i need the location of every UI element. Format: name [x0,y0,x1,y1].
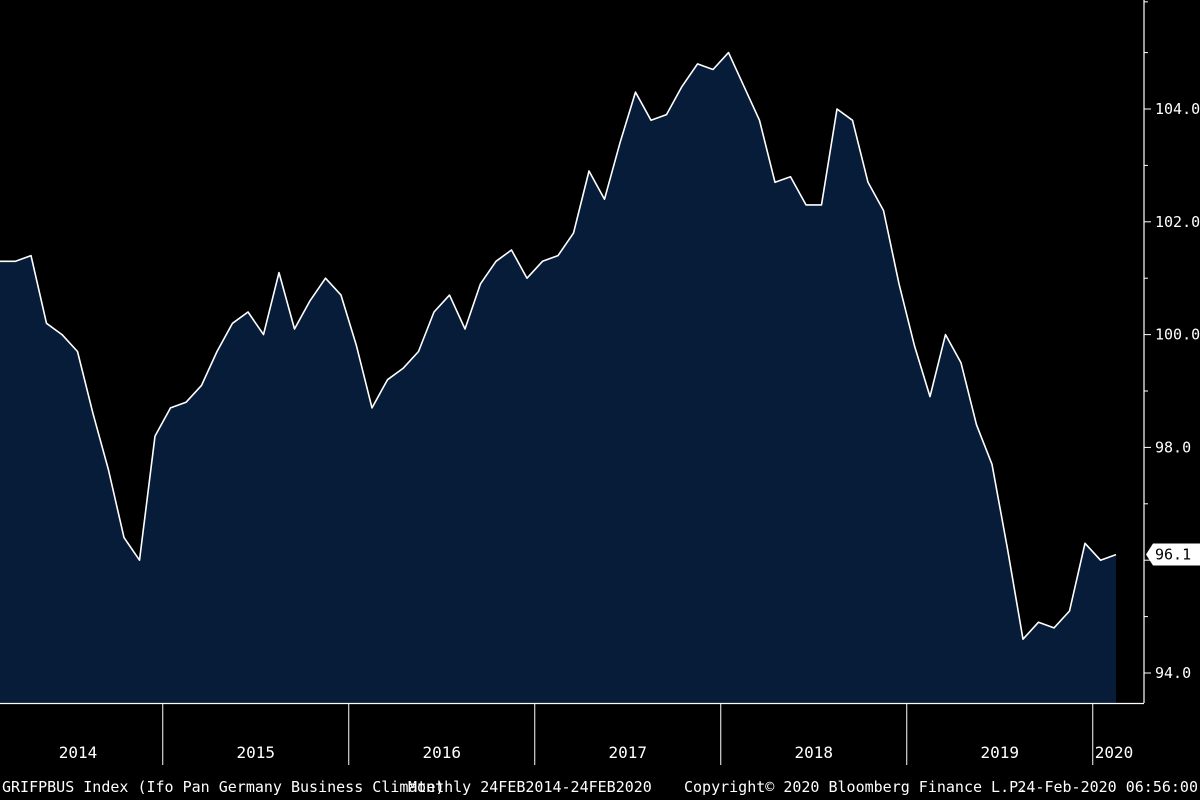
data-point [153,434,157,438]
data-point [200,383,204,387]
data-point [60,333,64,337]
axis-layer: 94.096.098.0100.0102.0104.096.1201420152… [0,0,1200,765]
data-point [665,113,669,117]
x-year-label: 2019 [980,743,1019,762]
data-point [913,344,917,348]
data-point [184,400,188,404]
data-point [587,169,591,173]
data-point [649,118,653,122]
footer: GRIFPBUS Index (Ifo Pan Germany Business… [2,778,1198,796]
data-point [138,558,142,562]
data-point [851,118,855,122]
data-point [339,293,343,297]
series-layer [0,51,1118,704]
data-point [448,293,452,297]
data-point [866,180,870,184]
x-year-label: 2020 [1095,743,1134,762]
last-value-label: 96.1 [1155,546,1191,564]
data-point [510,248,514,252]
y-tick-label: 94.0 [1155,664,1191,682]
footer-index-text: GRIFPBUS Index (Ifo Pan Germany Business… [2,778,445,796]
data-point [1068,609,1072,613]
data-point [355,344,359,348]
y-tick-label: 104.0 [1155,100,1200,118]
y-tick-label: 98.0 [1155,438,1191,456]
data-point [386,378,390,382]
data-point [122,536,126,540]
data-point [432,310,436,314]
data-point [975,423,979,427]
data-point [479,282,483,286]
x-year-label: 2014 [59,743,98,762]
data-point [231,321,235,325]
data-point [1114,553,1118,557]
data-point [277,271,281,275]
data-point [14,259,18,263]
data-point [1052,626,1056,630]
data-point [45,321,49,325]
data-point [928,395,932,399]
data-point [835,107,839,111]
data-point [107,468,111,472]
data-point [76,350,80,354]
data-point [789,175,793,179]
last-value-box [1146,543,1200,566]
data-point [758,118,762,122]
data-point [959,361,963,365]
data-point [1037,620,1041,624]
x-year-label: 2016 [422,743,461,762]
data-point [603,197,607,201]
data-point [324,276,328,280]
data-point [572,231,576,235]
data-point [742,84,746,88]
data-point [944,333,948,337]
data-point [820,203,824,207]
x-year-label: 2018 [794,743,833,762]
y-tick-label: 102.0 [1155,213,1200,231]
data-point [680,84,684,88]
data-point [727,51,731,55]
data-point [618,141,622,145]
data-point [804,203,808,207]
data-point [246,310,250,314]
x-year-label: 2015 [236,743,275,762]
data-point [401,366,405,370]
data-point [370,406,374,410]
footer-period-text: Monthly 24FEB2014-24FEB2020 [408,778,652,796]
data-point [463,327,467,331]
y-tick-label: 100.0 [1155,326,1200,344]
x-year-label: 2017 [608,743,647,762]
data-point [773,180,777,184]
data-point [91,412,95,416]
data-point [29,254,33,258]
data-point [882,209,886,213]
data-point [634,90,638,94]
series-line [0,51,1117,640]
data-point [293,327,297,331]
data-point [525,276,529,280]
data-point [169,406,173,410]
footer-copyright-text: Copyright© 2020 Bloomberg Finance L.P. [684,778,1027,796]
data-point [494,259,498,263]
data-point [308,299,312,303]
data-point [556,254,560,258]
data-point [1099,558,1103,562]
data-point [215,350,219,354]
data-point [1006,547,1010,551]
data-point [417,350,421,354]
data-point [990,462,994,466]
footer-timestamp-text: 24-Feb-2020 06:56:00 [1017,778,1198,796]
data-point [262,333,266,337]
data-point [711,68,715,72]
data-point [696,62,700,66]
series-area [0,52,1116,704]
data-point [1083,541,1087,545]
data-point [541,259,545,263]
data-point [1021,637,1025,641]
data-point [897,282,901,286]
